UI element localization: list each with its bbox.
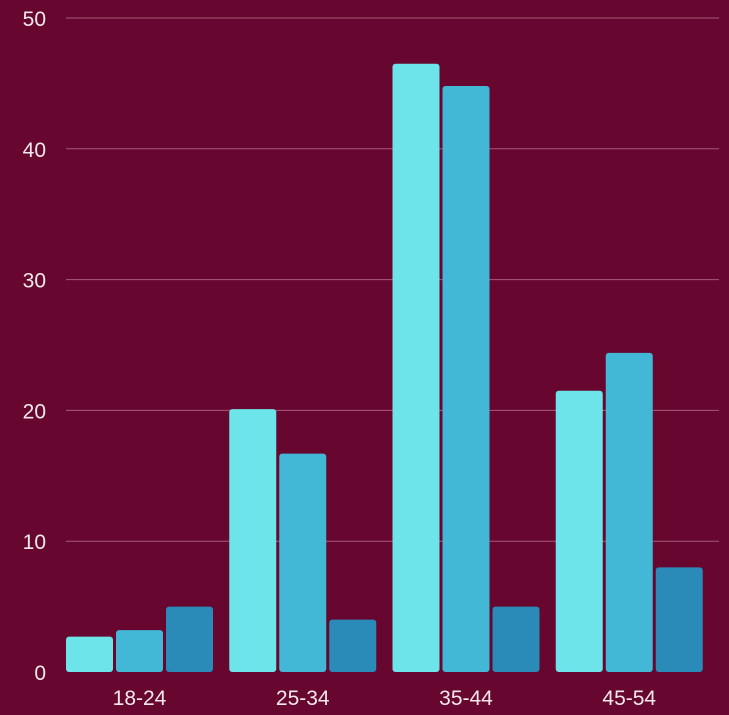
y-tick-label: 30 — [23, 270, 46, 293]
bars — [66, 63, 703, 673]
bar-45-54-series-3 — [655, 567, 703, 672]
x-tick-label: 25-34 — [276, 687, 330, 710]
bar-45-54-series-2 — [605, 352, 653, 672]
y-axis-ticks: 0 10 20 30 40 50 — [23, 8, 46, 685]
x-tick-label: 35-44 — [439, 687, 493, 710]
x-tick-label: 45-54 — [602, 687, 656, 710]
bar-25-34-series-3 — [329, 619, 377, 672]
bar-35-44-series-1 — [392, 63, 440, 672]
y-tick-label: 20 — [23, 400, 46, 423]
x-axis-ticks: 18-24 25-34 35-44 45-54 — [113, 687, 657, 710]
y-tick-label: 0 — [34, 662, 46, 685]
x-tick-label: 18-24 — [113, 687, 167, 710]
bar-25-34-series-2 — [279, 453, 327, 672]
y-tick-label: 50 — [23, 8, 46, 31]
bar-18-24-series-3 — [166, 606, 213, 672]
bar-45-54-series-1 — [555, 390, 603, 672]
bar-35-44-series-3 — [492, 606, 540, 672]
y-tick-label: 40 — [23, 139, 46, 162]
bar-18-24-series-2 — [116, 630, 163, 672]
bar-18-24-series-1 — [66, 636, 113, 672]
bar-25-34-series-1 — [229, 409, 277, 672]
y-tick-label: 10 — [23, 531, 46, 554]
bar-35-44-series-2 — [442, 86, 490, 673]
